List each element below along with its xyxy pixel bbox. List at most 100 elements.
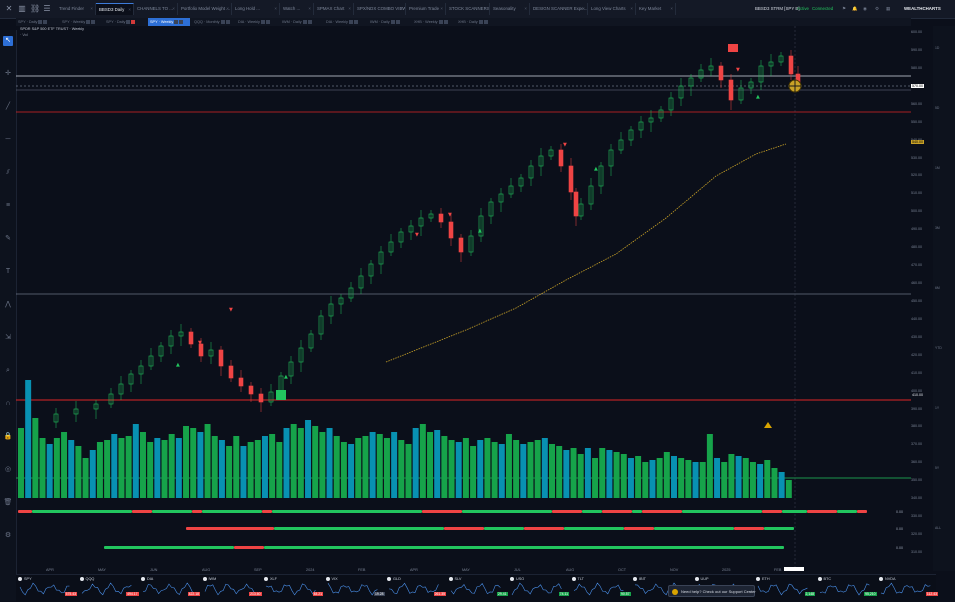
tab-1[interactable]: BBSD3 Daily ×	[96, 3, 134, 15]
price-chart[interactable]: ▼ ▼ ▼ ▼ ▼ ▼ ▲ ▲ ▲ ▲ ▲ APR MAY JUN AUG SEP 2024 FEB APR MAY J…	[16, 26, 911, 571]
watchlist-symbol: IWM	[208, 577, 217, 581]
tab-close-icon[interactable]: ×	[172, 6, 175, 11]
brush-icon[interactable]: ✎	[5, 235, 11, 242]
tab-12[interactable]: Long View Charts ×	[588, 3, 636, 15]
tab-2[interactable]: CHANNELS TO ... ×	[134, 3, 178, 15]
chart-link-7[interactable]: DIA · Weekly	[324, 18, 366, 26]
watchlist-item-dia[interactable]: DIA 422.18	[141, 577, 202, 600]
chart-link-3[interactable]: SPY · Weekly	[148, 18, 190, 26]
volume-bar	[541, 438, 548, 498]
chart-link-2[interactable]: SPY · Daily	[104, 18, 146, 26]
chart-link-9[interactable]: XHB · Weekly	[412, 18, 454, 26]
link-icon[interactable]: ⛓	[30, 4, 41, 13]
chart-link-1[interactable]: SPY · Weekly	[60, 18, 102, 26]
watchlist-item-vix[interactable]: VIX 19.28	[325, 577, 387, 600]
sell-signal-icon	[728, 44, 738, 52]
layout-icon[interactable]: ▦	[886, 6, 891, 11]
watchlist-item-slv[interactable]: SLV 29.41	[448, 577, 510, 600]
channel-icon[interactable]: ⫽	[6, 169, 10, 176]
tab-0[interactable]: Trend Finder ×	[56, 3, 96, 15]
lock-icon[interactable]: 🔒	[3, 433, 13, 440]
tab-close-icon[interactable]: ×	[400, 6, 403, 11]
tab-7[interactable]: SPX/NDX COMBO VIEW ×	[354, 3, 406, 15]
tab-8[interactable]: Premium Trade ×	[406, 3, 446, 15]
crosshair-icon[interactable]: ✛	[5, 70, 11, 77]
tab-close-icon[interactable]: ×	[630, 6, 633, 11]
tab-close-icon[interactable]: ×	[524, 6, 527, 11]
range-5d[interactable]: 5D	[935, 106, 940, 110]
tab-close-icon[interactable]: ×	[670, 6, 673, 11]
watchlist-item-spy[interactable]: SPY 575.43	[18, 577, 79, 600]
tab-close-icon[interactable]: ×	[226, 6, 229, 11]
chart-link-5[interactable]: DIA · Weekly	[236, 18, 278, 26]
range-ytd[interactable]: YTD	[935, 346, 942, 350]
tab-close-icon[interactable]: ×	[582, 6, 585, 11]
tab-13[interactable]: Key Market ×	[636, 3, 676, 15]
tab-close-icon[interactable]: ×	[90, 6, 93, 11]
settings-icon[interactable]: ⚙	[875, 6, 879, 11]
alert-icon[interactable]: ⚑	[842, 6, 846, 11]
horizontal-line-icon[interactable]: ─	[5, 136, 11, 143]
pattern-icon[interactable]: ⋀	[5, 301, 11, 308]
watchlist-item-iwm[interactable]: IWM 213.60	[202, 577, 264, 600]
tab-close-icon[interactable]: ×	[128, 7, 131, 12]
chart-link-0[interactable]: SPY · Daily	[16, 18, 58, 26]
trash-icon[interactable]: 🗑	[3, 499, 13, 506]
tab-11[interactable]: DESIGN SCANNER Expe... ×	[530, 3, 588, 15]
watchlist-item-uso[interactable]: USO 74.11	[510, 577, 571, 600]
magnet-icon[interactable]: ∩	[5, 400, 11, 407]
watchlist-item-gld[interactable]: GLD 261.35	[387, 577, 448, 600]
user-icon[interactable]: ◉	[863, 6, 867, 11]
tab-6[interactable]: SPMAX Chart ×	[314, 3, 354, 15]
menu-icon[interactable]: ☰	[43, 4, 51, 13]
account-name[interactable]: BBSD3 STRM [SPY B]	[755, 6, 800, 11]
measure-icon[interactable]: ⇲	[5, 334, 11, 341]
support-toast[interactable]: Need help? Check out our Support Center …	[668, 585, 756, 597]
candle	[338, 297, 344, 305]
range-all[interactable]: ALL	[935, 526, 942, 530]
range-3m[interactable]: 3M	[935, 226, 940, 230]
tab-4[interactable]: Long Hold ... ×	[232, 3, 280, 15]
watchlist-item-tlt[interactable]: TLT 90.57	[571, 577, 633, 600]
chart-link-8[interactable]: IWM · Daily	[368, 18, 410, 26]
settings-icon[interactable]: ⚙	[4, 532, 12, 539]
watchlist-item-xlf[interactable]: XLF 48.21	[264, 577, 325, 600]
eye-icon[interactable]: ◎	[4, 466, 12, 473]
tab-close-icon[interactable]: ×	[274, 6, 277, 11]
candle	[108, 393, 114, 405]
chart-link-10[interactable]: XHB · Daily	[456, 18, 498, 26]
price-scale[interactable]: 600.00 590.00 580.00 570.00 560.00 550.00 540.…	[911, 26, 933, 571]
chart-link-4[interactable]: QQQ · Monthly	[192, 18, 234, 26]
range-1m[interactable]: 1M	[935, 166, 940, 170]
tab-9[interactable]: STOCK SCANNERS ×	[446, 3, 490, 15]
watchlist-bar: SPY 575.43 QQQ 494.17 DIA 422.18 IWM 213.60 XLF 4…	[16, 574, 938, 602]
watchlist-item-qqq[interactable]: QQQ 494.17	[79, 577, 141, 600]
text-icon[interactable]: T	[5, 268, 11, 275]
time-axis-label: AUG	[566, 568, 574, 571]
toast-close-button[interactable]: ×	[748, 589, 751, 594]
watchlist-item-eth[interactable]: ETH 2,148	[756, 577, 817, 600]
tab-close-icon[interactable]: ×	[308, 6, 311, 11]
trend-line-icon[interactable]: ╱	[5, 103, 11, 110]
candle	[268, 391, 274, 403]
range-1d[interactable]: 1D	[935, 46, 940, 50]
chart-icon[interactable]: ▥	[18, 4, 26, 13]
notification-icon[interactable]: 🔔	[852, 6, 858, 11]
close-icon[interactable]: ✕	[5, 4, 13, 13]
zoom-icon[interactable]: ⌕	[6, 367, 10, 374]
range-1y[interactable]: 1Y	[935, 406, 940, 410]
tab-3[interactable]: Portfolio Model Weight ... ×	[178, 3, 232, 15]
tab-10[interactable]: Seasonality ×	[490, 3, 530, 15]
tab-close-icon[interactable]: ×	[440, 6, 443, 11]
tab-5[interactable]: Watch ... ×	[280, 3, 314, 15]
range-5y[interactable]: 5Y	[935, 466, 940, 470]
watchlist-item-nvda[interactable]: NVDA 112.43	[879, 577, 940, 600]
cursor-icon[interactable]: ↖	[3, 36, 13, 46]
fibonacci-icon[interactable]: ≡	[5, 202, 11, 209]
tab-close-icon[interactable]: ×	[348, 6, 351, 11]
range-6m[interactable]: 6M	[935, 286, 940, 290]
tab-close-icon[interactable]: ×	[484, 6, 487, 11]
watchlist-item-btc[interactable]: BTC 95,210	[817, 577, 879, 600]
chart-link-6[interactable]: IWM · Daily	[280, 18, 322, 26]
volume-bar	[491, 442, 498, 498]
